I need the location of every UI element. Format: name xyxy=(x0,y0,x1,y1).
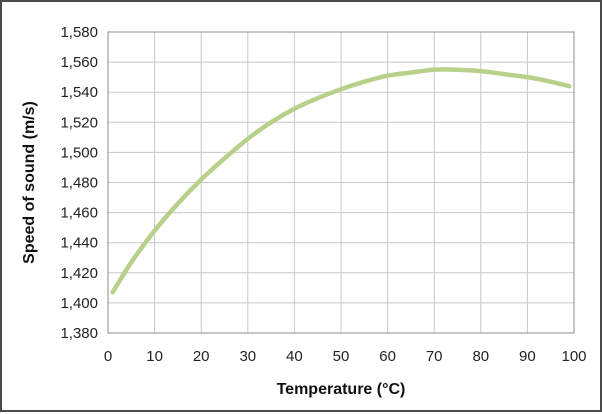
y-tick-label: 1,400 xyxy=(60,295,98,312)
y-axis-title: Speed of sound (m/s) xyxy=(21,101,38,264)
y-tick-label: 1,440 xyxy=(60,235,98,252)
x-tick-label: 50 xyxy=(333,348,350,365)
plot-area xyxy=(107,31,575,334)
y-tick-label: 1,420 xyxy=(60,265,98,282)
x-tick-label: 80 xyxy=(472,348,489,365)
x-tick-label: 60 xyxy=(379,348,396,365)
x-tick-label: 30 xyxy=(239,348,256,365)
x-tick-label: 40 xyxy=(286,348,303,365)
x-tick-label: 90 xyxy=(519,348,536,365)
y-axis-tick-labels: 1,380 1,400 1,420 1,440 1,460 1,480 1,500 1,520… xyxy=(60,24,98,342)
x-tick-label: 70 xyxy=(426,348,443,365)
x-tick-label: 20 xyxy=(193,348,210,365)
gridlines xyxy=(107,31,575,334)
y-tick-label: 1,560 xyxy=(60,54,98,71)
y-tick-label: 1,480 xyxy=(60,175,98,192)
x-tick-label: 100 xyxy=(561,348,586,365)
x-tick-label: 10 xyxy=(146,348,163,365)
x-axis-tick-labels: 0 10 20 30 40 50 60 70 80 90 100 xyxy=(104,348,587,365)
y-tick-label: 1,540 xyxy=(60,84,98,101)
y-tick-label: 1,580 xyxy=(60,24,98,41)
x-axis-title: Temperature (°C) xyxy=(277,381,406,398)
x-tick-label: 0 xyxy=(104,348,112,365)
y-tick-label: 1,460 xyxy=(60,205,98,222)
y-tick-label: 1,500 xyxy=(60,144,98,161)
y-tick-label: 1,380 xyxy=(60,325,98,342)
series-line xyxy=(110,67,572,295)
y-tick-label: 1,520 xyxy=(60,114,98,131)
